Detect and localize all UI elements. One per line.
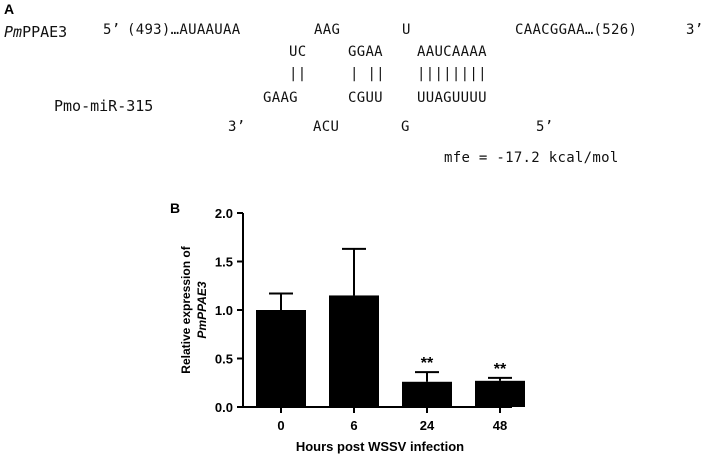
pair-bars-2: | || <box>350 66 385 82</box>
x-tick-label: 0 <box>277 418 284 433</box>
x-axis: 0 6 24 48 <box>243 406 512 433</box>
pair-bars-1: || <box>289 66 307 82</box>
x-axis-label: Hours post WSSV infection <box>296 439 464 454</box>
pair-bars-3: |||||||| <box>417 66 487 82</box>
panel-a-label: A <box>4 1 15 17</box>
target-gene-prefix: Pm <box>4 23 23 41</box>
mfe-label: mfe = -17.2 kcal/mol <box>444 150 619 166</box>
mirna-paired-2: CGUU <box>348 90 383 106</box>
bar <box>475 380 525 407</box>
x-tick-label: 48 <box>493 418 507 433</box>
mirna-paired-3: UUAGUUUU <box>417 90 487 106</box>
y-axis-label-line2: PmPPAE3 <box>195 281 209 338</box>
bar <box>256 310 306 407</box>
mirna-name: Pmo-miR-315 <box>54 97 154 115</box>
mirna-5prime: 5’ <box>536 119 554 135</box>
mirna-paired-1: GAAG <box>263 90 298 106</box>
significance-label: ** <box>421 355 434 372</box>
y-axis-label-line1: Relative expression of <box>179 245 193 373</box>
x-tick-label: 24 <box>420 418 435 433</box>
target-paired-3: AAUCAAAA <box>417 44 487 60</box>
y-tick-label: 1.0 <box>215 303 233 318</box>
mirna-loop2: G <box>401 119 410 135</box>
target-end-seq: CAACGGAA…(526) <box>515 22 638 38</box>
bars: ** ** <box>256 247 525 407</box>
target-start-seq: (493)…AUAAUAA <box>127 22 241 38</box>
significance-label: ** <box>494 361 507 378</box>
mirna-3prime: 3’ <box>228 119 246 135</box>
target-5prime: 5’ <box>103 22 121 38</box>
target-gene-rest: PPAE3 <box>22 23 68 41</box>
target-loop1: AAG <box>314 22 341 38</box>
y-tick-label: 1.5 <box>215 255 233 270</box>
y-axis: 0.0 0.5 1.0 1.5 2.0 <box>215 206 244 415</box>
panel-b-label: B <box>170 200 181 216</box>
y-tick-label: 2.0 <box>215 206 233 221</box>
target-paired-1: UC <box>289 44 307 60</box>
y-tick-label: 0.0 <box>215 400 233 415</box>
bar <box>402 381 452 407</box>
target-gene-name: PmPPAE3 <box>4 23 67 41</box>
target-loop2: U <box>402 22 411 38</box>
bar <box>329 295 379 407</box>
y-tick-label: 0.5 <box>215 352 233 367</box>
target-3prime: 3’ <box>686 22 704 38</box>
mirna-loop1: ACU <box>313 119 340 135</box>
x-tick-label: 6 <box>350 418 357 433</box>
target-paired-2: GGAA <box>348 44 383 60</box>
